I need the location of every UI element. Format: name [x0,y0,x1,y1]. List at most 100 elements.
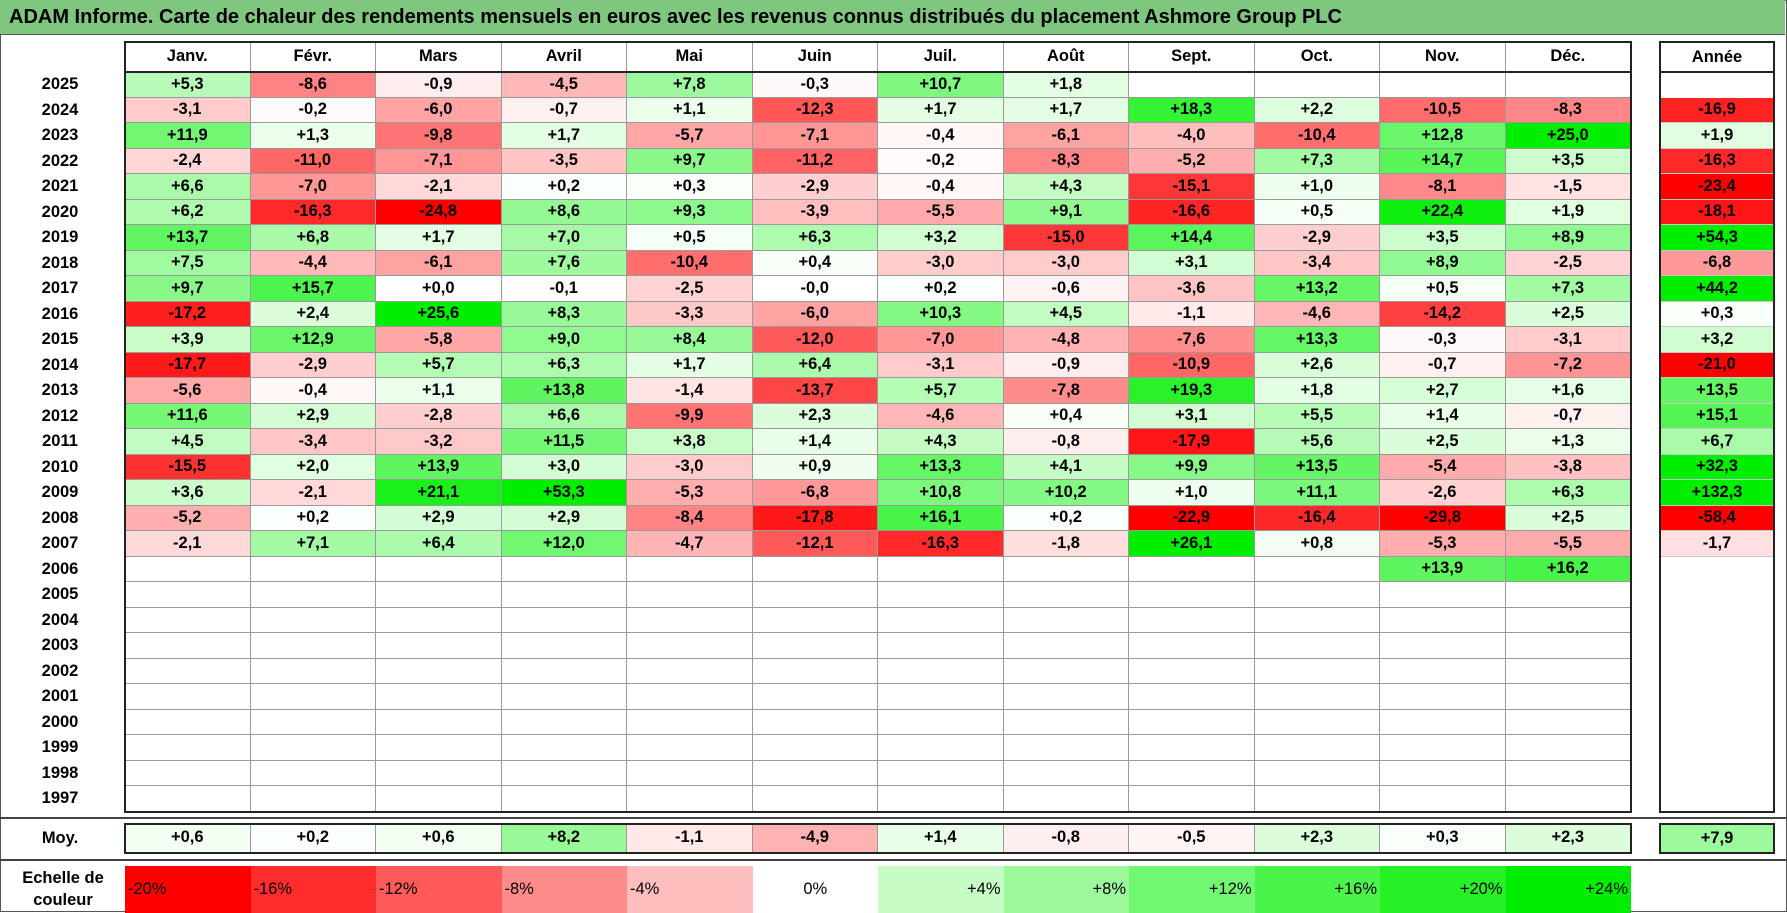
heat-cell [501,556,627,582]
annual-cell [1660,735,1774,761]
heat-cell: +12,9 [250,327,376,353]
row-year-label: 1999 [41,738,79,757]
color-scale-label-line2: couleur [33,891,93,909]
heat-cell [501,735,627,761]
heat-cell: +3,1 [1129,403,1255,429]
heat-cell: -0,7 [1380,352,1506,378]
section-divider-average [0,816,1787,819]
heat-cell: -0,4 [250,378,376,404]
heat-cell [878,633,1004,659]
row-year-label: 2019 [41,228,79,247]
heat-cell [125,709,251,735]
heat-cell [878,786,1004,812]
heat-cell: +7,3 [1254,148,1380,174]
heat-cell: +2,9 [250,403,376,429]
heat-cell: -0,3 [752,72,878,98]
heat-cell [627,684,753,710]
heat-cell: -7,6 [1129,327,1255,353]
row-year-label: 2025 [41,75,79,94]
heat-cell: +0,2 [250,505,376,531]
heat-cell [627,658,753,684]
heat-cell: -12,3 [752,97,878,123]
annual-cell: +32,3 [1660,454,1774,480]
heat-cell: +2,5 [1380,429,1506,455]
heat-cell [752,556,878,582]
heat-cell: -0,4 [878,123,1004,149]
row-year-label: 2023 [41,126,79,145]
annual-cell: -21,0 [1660,352,1774,378]
heat-cell: +0,2 [1003,505,1129,531]
heat-cell [501,607,627,633]
heat-cell: -15,0 [1003,225,1129,251]
heat-cell: -8,1 [1380,174,1506,200]
heat-cell: +18,3 [1129,97,1255,123]
month-header: Avril [501,42,627,72]
heat-cell: -0,4 [878,174,1004,200]
heat-cell: +9,0 [501,327,627,353]
row-year-label: 2015 [41,330,79,349]
heat-cell: +6,3 [752,225,878,251]
row-year-label: 2002 [41,661,79,680]
row-year-label: 2017 [41,279,79,298]
heat-cell [1380,72,1506,98]
color-scale-swatch: -16% [250,865,376,913]
heat-cell [1380,709,1506,735]
heat-cell: +4,1 [1003,454,1129,480]
heat-cell: -8,6 [250,72,376,98]
heat-cell: -16,4 [1254,505,1380,531]
heat-cell: +8,3 [501,301,627,327]
heat-cell: +12,8 [1380,123,1506,149]
heat-cell [752,709,878,735]
heat-cell: +6,4 [752,352,878,378]
heat-cell: -0,8 [1003,429,1129,455]
heat-cell: -3,0 [1003,250,1129,276]
heat-cell: -11,2 [752,148,878,174]
heat-cell [1254,72,1380,98]
heat-cell: +1,7 [1003,97,1129,123]
heat-cell: +2,7 [1380,378,1506,404]
annual-cell [1660,709,1774,735]
annual-cell: -23,4 [1660,174,1774,200]
heat-cell [878,556,1004,582]
month-header: Août [1003,42,1129,72]
heat-cell: -5,7 [627,123,753,149]
heat-cell: -5,8 [376,327,502,353]
annual-cell: +13,5 [1660,378,1774,404]
heat-cell: +4,5 [125,429,251,455]
heat-cell: +2,2 [1254,97,1380,123]
heat-cell [1003,582,1129,608]
annual-cell: +1,9 [1660,123,1774,149]
annual-header: Année [1691,47,1743,66]
row-year-label: 2009 [41,483,79,502]
heat-cell: -4,8 [1003,327,1129,353]
heat-cell [1129,582,1255,608]
heat-cell: -5,5 [1505,531,1631,557]
heat-cell [878,607,1004,633]
heat-cell: +0,3 [627,174,753,200]
annual-cell: -6,8 [1660,250,1774,276]
heat-cell [250,658,376,684]
heat-cell: +16,1 [878,505,1004,531]
heat-cell: +1,1 [376,378,502,404]
annual-cell: +54,3 [1660,225,1774,251]
heat-cell [1129,556,1255,582]
heat-cell [125,684,251,710]
heat-cell: -24,8 [376,199,502,225]
heat-cell [1003,760,1129,786]
heat-cell [125,760,251,786]
heat-cell [501,582,627,608]
heat-cell: -17,7 [125,352,251,378]
heat-cell [1505,658,1631,684]
heat-cell: -3,9 [752,199,878,225]
heat-cell [250,582,376,608]
heat-cell: +10,2 [1003,480,1129,506]
heat-cell: +0,2 [501,174,627,200]
annual-cell [1660,684,1774,710]
row-year-label: 2014 [41,355,79,374]
heat-cell: +8,9 [1505,225,1631,251]
heat-cell: -6,1 [376,250,502,276]
heat-cell [1254,607,1380,633]
color-scale-swatch: +12% [1129,865,1255,913]
heat-cell: +7,8 [627,72,753,98]
heat-cell: -0,1 [501,276,627,302]
